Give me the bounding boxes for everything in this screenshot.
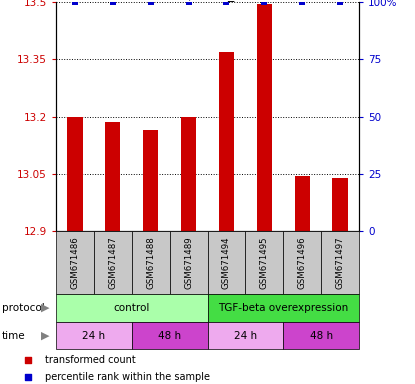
Text: TGF-beta overexpression: TGF-beta overexpression [218, 303, 348, 313]
Text: GSM671488: GSM671488 [146, 236, 155, 289]
Bar [283, 322, 359, 349]
Text: GSM671496: GSM671496 [298, 236, 307, 289]
Bar [295, 175, 310, 231]
Point [261, 0, 268, 5]
Bar [56, 322, 132, 349]
Bar [208, 322, 283, 349]
Text: 24 h: 24 h [82, 331, 105, 341]
Bar [132, 322, 208, 349]
Bar [208, 294, 359, 322]
Text: GSM671489: GSM671489 [184, 236, 193, 289]
Text: GSM671497: GSM671497 [336, 236, 344, 289]
Bar [321, 231, 359, 294]
Point [299, 0, 305, 5]
Point [25, 374, 32, 381]
Point [72, 0, 78, 5]
Bar [67, 117, 83, 231]
Title: GDS5192 / ILMN_1674069: GDS5192 / ILMN_1674069 [126, 0, 289, 1]
Text: transformed count: transformed count [45, 354, 136, 364]
Bar [208, 231, 245, 294]
Point [110, 0, 116, 5]
Bar [283, 231, 321, 294]
Bar [170, 231, 208, 294]
Bar [219, 52, 234, 231]
Text: percentile rank within the sample: percentile rank within the sample [45, 372, 210, 382]
Text: time: time [2, 331, 26, 341]
Point [25, 356, 32, 362]
Bar [181, 117, 196, 231]
Text: control: control [114, 303, 150, 313]
Text: ▶: ▶ [42, 303, 50, 313]
Bar [257, 4, 272, 231]
Bar [132, 231, 170, 294]
Bar [143, 130, 158, 231]
Text: GSM671495: GSM671495 [260, 236, 269, 289]
Bar [245, 231, 283, 294]
Text: ▶: ▶ [42, 331, 50, 341]
Text: 48 h: 48 h [310, 331, 333, 341]
Bar [94, 231, 132, 294]
Bar [332, 178, 348, 231]
Text: 24 h: 24 h [234, 331, 257, 341]
Text: GSM671494: GSM671494 [222, 236, 231, 289]
Bar [56, 231, 94, 294]
Bar [105, 122, 120, 231]
Point [337, 0, 343, 5]
Bar [56, 294, 208, 322]
Point [147, 0, 154, 5]
Point [185, 0, 192, 5]
Text: GSM671486: GSM671486 [71, 236, 79, 289]
Text: protocol: protocol [2, 303, 45, 313]
Text: GSM671487: GSM671487 [108, 236, 117, 289]
Point [223, 0, 230, 5]
Text: 48 h: 48 h [158, 331, 181, 341]
